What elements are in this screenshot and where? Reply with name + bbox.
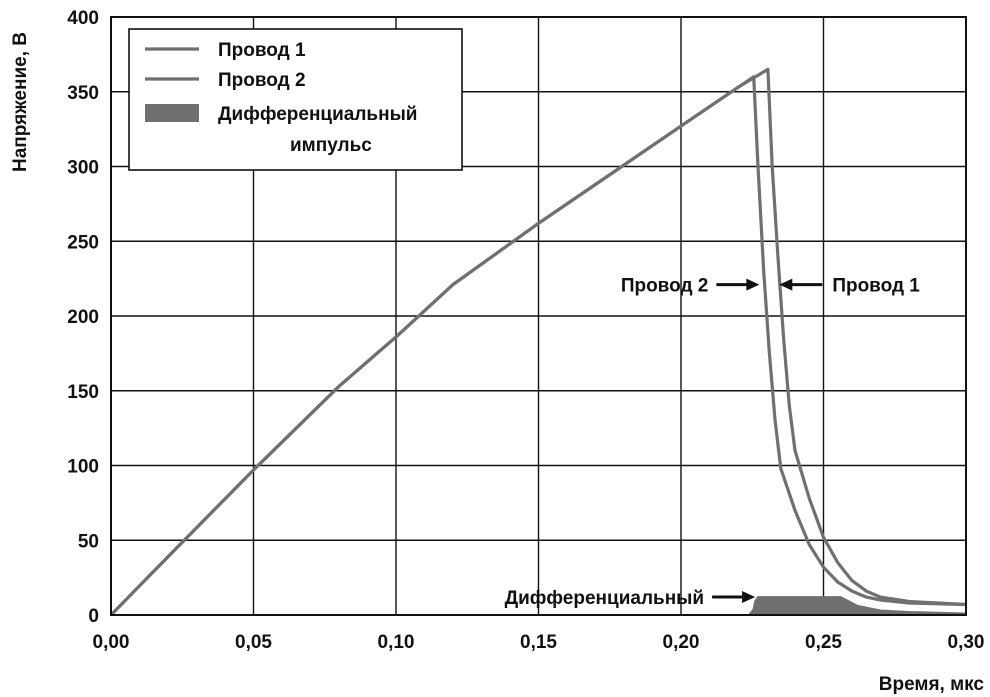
x-tick-label: 0,30 (948, 632, 985, 653)
x-tick-label: 0,00 (93, 632, 130, 653)
x-tick-label: 0,05 (235, 632, 272, 653)
y-tick-labels: 0 50 100 150 200 250 300 350 400 (67, 8, 99, 627)
legend-label: Провод 1 (218, 40, 306, 61)
y-tick-label: 100 (67, 457, 99, 478)
y-tick-label: 300 (67, 158, 99, 179)
annotation-label: Провод 2 (621, 276, 709, 297)
legend-box (128, 28, 463, 171)
annotation-label: Дифференциальный (505, 588, 705, 609)
legend-label: импульс (290, 135, 372, 156)
annotation: Провод 2 (621, 276, 760, 297)
y-tick-label: 250 (67, 232, 99, 253)
legend-entry: Провод 2 (145, 70, 306, 91)
annotation-arrow-head (779, 278, 793, 291)
legend-entry: Провод 1 (145, 40, 306, 61)
y-tick-label: 0 (88, 606, 99, 627)
x-tick-labels: 0,00 0,05 0,10 0,15 0,20 0,25 0,30 (93, 632, 985, 653)
legend-swatch-area (145, 104, 199, 122)
annotation-arrow-head (742, 591, 756, 604)
annotation-arrow-head (746, 278, 760, 291)
annotation-label: Провод 1 (832, 276, 920, 297)
legend: Провод 1 Провод 2 Дифференциальный импульс (128, 28, 463, 171)
y-tick-label: 50 (78, 531, 99, 552)
plot-frame (110, 16, 967, 616)
x-axis-title: Время, мкс (879, 674, 985, 695)
annotations: Провод 2 Провод 1 Дифференциальный (505, 276, 921, 609)
x-tick-label: 0,20 (663, 632, 700, 653)
x-tick-label: 0,15 (520, 632, 557, 653)
y-tick-label: 150 (67, 382, 99, 403)
y-axis-title: Напряжение, В (10, 32, 31, 172)
x-tick-label: 0,10 (378, 632, 415, 653)
y-tick-label: 200 (67, 307, 99, 328)
grid (110, 16, 967, 616)
legend-label: Провод 2 (218, 70, 306, 91)
legend-label: Дифференциальный (218, 104, 418, 125)
annotation: Дифференциальный (505, 588, 756, 609)
legend-entry: Дифференциальный импульс (145, 104, 418, 156)
y-tick-label: 400 (67, 8, 99, 29)
y-tick-label: 350 (67, 83, 99, 104)
annotation: Провод 1 (779, 276, 920, 297)
x-tick-label: 0,25 (805, 632, 842, 653)
series-line-2 (109, 75, 967, 617)
